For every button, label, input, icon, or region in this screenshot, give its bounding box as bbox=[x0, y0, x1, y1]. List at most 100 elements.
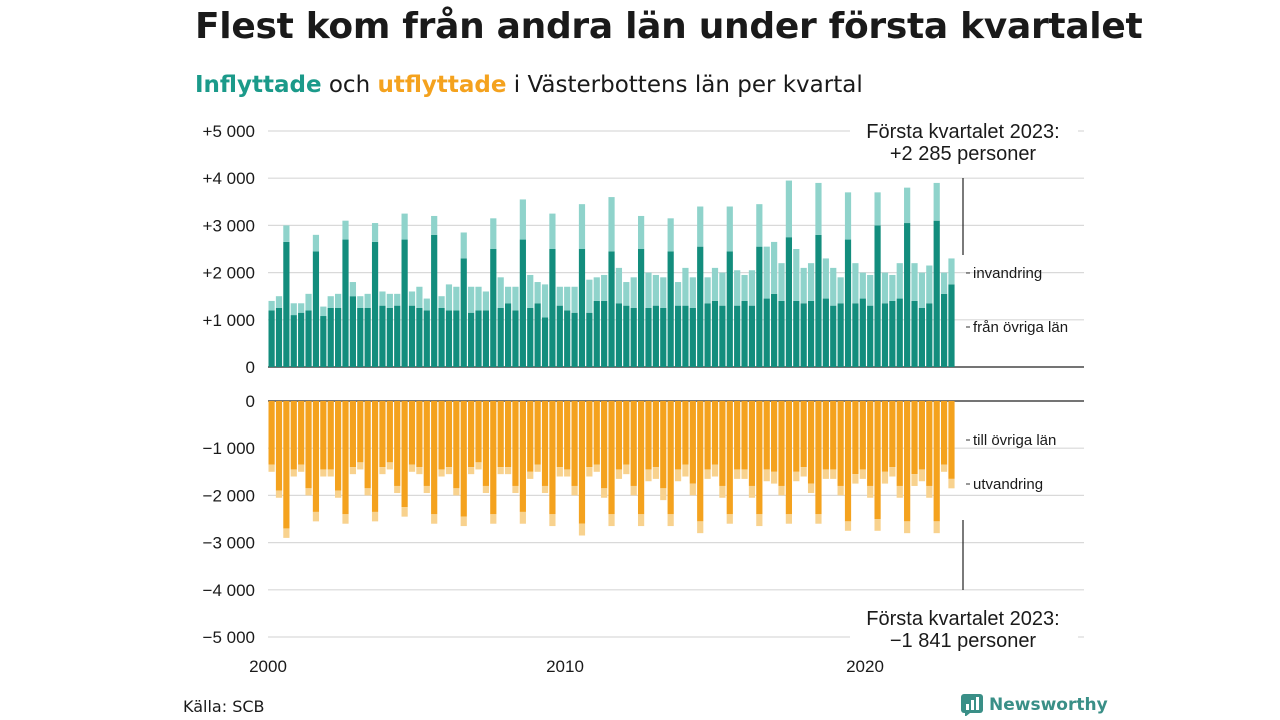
bar-to-other-counties bbox=[386, 401, 393, 463]
bar-to-other-counties bbox=[844, 401, 852, 522]
bar-emigration bbox=[578, 523, 586, 536]
bar-to-other-counties bbox=[741, 401, 748, 470]
bar-emigration bbox=[416, 467, 423, 475]
bar-from-other-counties bbox=[815, 234, 822, 367]
bar-immigration bbox=[601, 274, 608, 301]
bar-to-other-counties bbox=[601, 401, 608, 489]
bar-from-other-counties bbox=[918, 308, 926, 367]
bar-emigration bbox=[371, 511, 379, 522]
bar-from-other-counties bbox=[394, 305, 401, 367]
bar-emigration bbox=[837, 485, 844, 496]
bar-emigration bbox=[268, 464, 275, 472]
bar-to-other-counties bbox=[615, 401, 623, 470]
bar-to-other-counties bbox=[438, 401, 445, 470]
bar-to-other-counties bbox=[504, 401, 512, 468]
bar-emigration bbox=[830, 469, 837, 479]
bar-emigration bbox=[349, 467, 356, 475]
top-y-tick-label: +2 000 bbox=[203, 264, 255, 283]
annotation-bg-bottom bbox=[850, 604, 1078, 652]
bar-to-other-counties bbox=[549, 401, 556, 515]
bar-to-other-counties bbox=[298, 401, 305, 465]
bar-immigration bbox=[867, 274, 874, 306]
bar-immigration bbox=[926, 265, 933, 304]
bar-immigration bbox=[283, 225, 290, 242]
bar-to-other-counties bbox=[645, 401, 652, 470]
bar-immigration bbox=[571, 286, 578, 313]
bar-immigration bbox=[881, 272, 889, 304]
bar-to-other-counties bbox=[719, 401, 726, 486]
bar-from-other-counties bbox=[408, 305, 416, 367]
bar-emigration bbox=[726, 514, 733, 524]
bar-from-other-counties bbox=[453, 310, 460, 367]
bar-immigration bbox=[911, 263, 918, 301]
bar-to-other-counties bbox=[948, 401, 955, 479]
bar-emigration bbox=[874, 519, 881, 531]
bar-to-other-counties bbox=[815, 401, 822, 515]
bar-emigration bbox=[682, 464, 689, 477]
bar-from-other-counties bbox=[652, 305, 659, 367]
bar-immigration bbox=[874, 192, 881, 226]
bar-from-other-counties bbox=[460, 258, 467, 367]
bar-immigration bbox=[453, 286, 460, 311]
bar-immigration bbox=[290, 303, 297, 316]
bar-to-other-counties bbox=[630, 401, 637, 486]
bar-to-other-counties bbox=[445, 401, 453, 468]
bar-to-other-counties bbox=[490, 401, 497, 515]
bar-emigration bbox=[711, 464, 719, 477]
bar-from-other-counties bbox=[948, 284, 955, 367]
bar-immigration bbox=[608, 197, 615, 252]
bar-to-other-counties bbox=[408, 401, 416, 465]
series-label: invandring bbox=[973, 265, 1042, 282]
bar-emigration bbox=[771, 471, 778, 484]
bar-emigration bbox=[859, 469, 866, 479]
bar-emigration bbox=[453, 488, 460, 496]
bar-emigration bbox=[408, 464, 416, 472]
bar-emigration bbox=[911, 474, 918, 486]
bar-to-other-counties bbox=[660, 401, 667, 489]
bar-immigration bbox=[711, 267, 719, 301]
bar-emigration bbox=[807, 483, 815, 494]
bar-immigration bbox=[394, 293, 401, 306]
bar-immigration bbox=[549, 213, 556, 249]
bar-immigration bbox=[645, 272, 652, 308]
bar-to-other-counties bbox=[734, 401, 741, 470]
bar-emigration bbox=[379, 467, 386, 475]
bar-emigration bbox=[305, 488, 312, 496]
bottom-y-tick-label: 0 bbox=[246, 392, 255, 411]
bar-emigration bbox=[386, 462, 393, 470]
bar-immigration bbox=[305, 293, 312, 311]
bar-from-other-counties bbox=[615, 303, 623, 367]
bar-immigration bbox=[408, 291, 416, 306]
migration-chart: +5 000 +4 000 +3 000 +2 000 +1 000 0 0 −1 000 −2… bbox=[202, 117, 1084, 676]
bar-from-other-counties bbox=[423, 310, 430, 367]
subtitle-rest: i Västerbottens län per kvartal bbox=[506, 72, 863, 98]
bar-immigration bbox=[638, 215, 645, 249]
bar-emigration bbox=[275, 490, 283, 498]
bar-immigration bbox=[778, 263, 785, 301]
bar-immigration bbox=[401, 213, 408, 240]
bar-to-other-counties bbox=[453, 401, 460, 489]
bar-immigration bbox=[697, 206, 704, 247]
bar-emigration bbox=[852, 474, 859, 484]
bar-from-other-counties bbox=[630, 308, 637, 367]
bar-to-other-counties bbox=[933, 401, 940, 522]
bar-from-other-counties bbox=[844, 239, 852, 367]
bar-from-other-counties bbox=[335, 308, 342, 367]
bar-to-other-counties bbox=[896, 401, 903, 486]
x-tick-label: 2010 bbox=[546, 657, 584, 676]
bar-from-other-counties bbox=[741, 300, 748, 367]
brand-logo[interactable]: Newsworthy bbox=[961, 692, 1108, 718]
bar-from-other-counties bbox=[327, 308, 334, 367]
bar-immigration bbox=[386, 293, 393, 308]
bar-emigration bbox=[549, 514, 556, 527]
bar-from-other-counties bbox=[601, 300, 608, 367]
bar-emigration bbox=[896, 485, 903, 498]
bar-to-other-counties bbox=[460, 401, 467, 517]
bar-emigration bbox=[335, 490, 342, 498]
bar-immigration bbox=[438, 296, 445, 308]
annotation-bg-top bbox=[850, 117, 1078, 167]
bar-emigration bbox=[689, 483, 696, 496]
bar-emigration bbox=[844, 521, 852, 531]
bar-immigration bbox=[431, 215, 438, 235]
bar-from-other-counties bbox=[497, 308, 504, 367]
